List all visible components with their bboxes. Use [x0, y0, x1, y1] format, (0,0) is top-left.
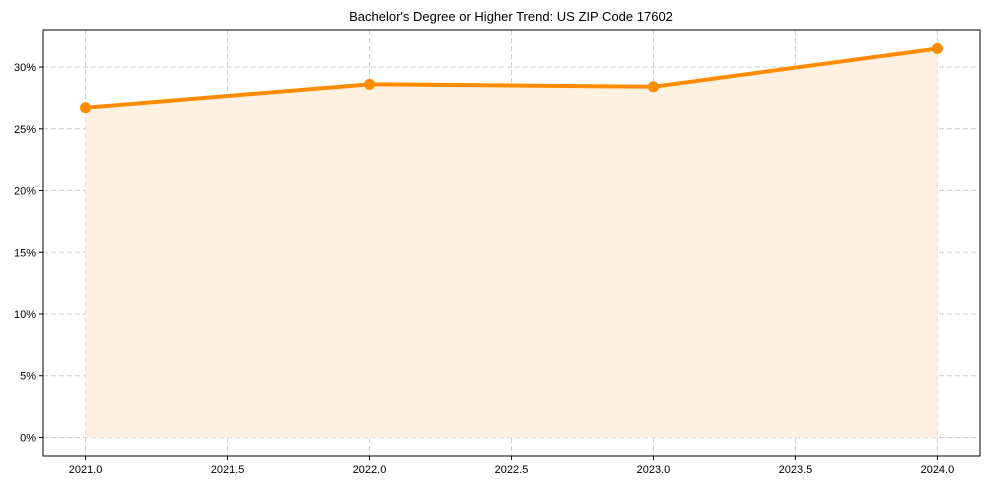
y-tick-label: 10% — [14, 309, 36, 321]
y-tick-label: 0% — [20, 432, 36, 444]
series-points — [80, 43, 943, 114]
series-area — [85, 48, 938, 438]
y-tick-label: 15% — [14, 247, 36, 259]
y-tick-label: 25% — [14, 124, 36, 136]
x-tick-label: 2021.0 — [69, 464, 103, 476]
area-fill — [85, 48, 938, 438]
y-axis: 0% 5% 10% 15% 20% 25% 30% — [14, 62, 43, 444]
data-point — [931, 43, 943, 55]
y-tick-label: 20% — [14, 186, 36, 198]
y-tick-label: 30% — [14, 62, 36, 74]
y-tick-label: 5% — [20, 371, 36, 383]
x-tick-label: 2024.0 — [921, 464, 955, 476]
series-lines — [85, 46, 938, 110]
x-axis: 2021.0 2021.5 2022.0 2022.5 2023.0 2023.5 2024… — [69, 456, 954, 476]
x-tick-label: 2021.5 — [211, 464, 245, 476]
x-tick-label: 2022.0 — [353, 464, 387, 476]
x-tick-label: 2023.0 — [637, 464, 671, 476]
data-point — [647, 81, 659, 93]
data-point — [364, 78, 376, 90]
series-line — [85, 46, 938, 110]
x-tick-label: 2022.5 — [495, 464, 529, 476]
data-point — [80, 102, 92, 114]
x-tick-label: 2023.5 — [779, 464, 813, 476]
chart-title: Bachelor's Degree or Higher Trend: US ZI… — [349, 9, 673, 24]
